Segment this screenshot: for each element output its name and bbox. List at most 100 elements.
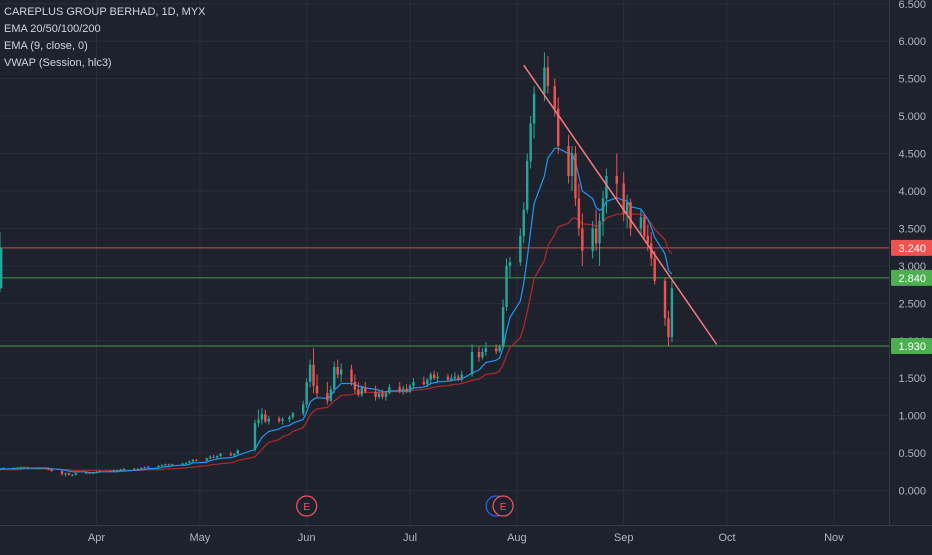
- candle: [133, 468, 136, 471]
- candle-body: [257, 419, 260, 424]
- candle-body: [374, 391, 377, 397]
- candle-body: [508, 262, 512, 266]
- candle-body: [405, 388, 408, 392]
- candle-body: [312, 364, 315, 386]
- y-tick-label: 2.500: [898, 298, 926, 310]
- candle: [219, 453, 222, 457]
- candle-body: [98, 471, 102, 473]
- candle-body: [529, 123, 532, 162]
- candle: [40, 467, 43, 470]
- x-tick-label: Apr: [88, 532, 105, 544]
- y-tick-label: 4.500: [898, 149, 926, 161]
- candle-body: [26, 467, 29, 469]
- candle: [484, 342, 488, 356]
- events: EDE: [296, 495, 514, 517]
- candle: [622, 172, 625, 221]
- candle: [570, 146, 574, 191]
- candle-body: [470, 351, 474, 375]
- candle: [329, 385, 332, 403]
- price-axis: 6.5006.0005.5005.0004.5004.0003.5003.000…: [891, 0, 932, 498]
- candle-body: [160, 465, 164, 467]
- grid: [0, 0, 889, 525]
- y-tick-label: 0.000: [898, 486, 926, 498]
- candle: [405, 384, 408, 394]
- candle-body: [60, 471, 64, 475]
- candle-body: [205, 458, 208, 461]
- x-tick-label: Jul: [403, 532, 417, 544]
- candle-body: [136, 468, 140, 470]
- candle-body: [639, 217, 643, 229]
- candle-body: [0, 247, 3, 289]
- candle-body: [450, 378, 453, 380]
- candle: [646, 224, 650, 251]
- candle: [470, 344, 474, 377]
- candle: [605, 168, 608, 214]
- candle: [667, 310, 670, 347]
- candle-body: [522, 209, 525, 236]
- candle-body: [457, 376, 460, 380]
- candle: [591, 220, 594, 259]
- candle: [374, 385, 377, 401]
- candle-body: [663, 280, 667, 319]
- x-tick-label: Sep: [614, 532, 634, 544]
- candle-body: [188, 461, 191, 463]
- x-tick-label: Aug: [507, 532, 527, 544]
- candle: [260, 408, 264, 425]
- candle-body: [36, 468, 40, 470]
- candle-body: [381, 393, 384, 397]
- candle: [136, 468, 140, 471]
- candle: [229, 451, 233, 457]
- candle: [670, 280, 674, 343]
- candle: [16, 467, 19, 470]
- candle-body: [412, 381, 415, 386]
- candle: [112, 469, 115, 472]
- candle-body: [446, 376, 450, 380]
- candle-body: [91, 472, 95, 474]
- candle: [326, 381, 329, 405]
- candle-body: [398, 387, 401, 391]
- event-circle: [492, 495, 514, 517]
- candle-body: [22, 467, 26, 469]
- candle-body: [436, 376, 439, 379]
- price-line-label: 3.240: [898, 243, 926, 255]
- candle: [381, 389, 384, 400]
- candle: [557, 97, 560, 154]
- candle: [546, 56, 550, 94]
- candle-body: [267, 418, 270, 422]
- candle-body: [422, 381, 426, 385]
- candle-body: [557, 108, 560, 147]
- price-axis-border: [889, 0, 890, 525]
- candle: [581, 213, 584, 266]
- candle-body: [47, 468, 50, 470]
- candle: [171, 463, 174, 466]
- candle: [505, 258, 508, 311]
- candle: [333, 361, 336, 394]
- candle: [432, 370, 436, 380]
- candle: [639, 209, 643, 236]
- candle: [115, 469, 119, 472]
- candle-body: [357, 389, 360, 395]
- candle-body: [594, 228, 598, 244]
- candle: [212, 454, 215, 459]
- candle: [450, 374, 453, 382]
- candle: [47, 468, 50, 471]
- candle-body: [305, 381, 308, 405]
- candle: [26, 466, 29, 469]
- candle-body: [377, 393, 381, 397]
- candle: [43, 467, 47, 470]
- price-line-label-bg: [891, 269, 932, 286]
- ema-slow-layer: [0, 212, 673, 471]
- candle: [377, 389, 381, 400]
- candle: [22, 466, 26, 469]
- candle-body: [605, 175, 608, 199]
- candle-body: [215, 456, 219, 458]
- event-marker: E: [492, 495, 514, 517]
- indicator-vwap: VWAP (Session, hlc3): [4, 57, 112, 69]
- candle-body: [171, 464, 174, 466]
- event-circle: [296, 495, 318, 517]
- y-tick-label: 5.500: [898, 74, 926, 86]
- trendline-layer: [523, 64, 718, 345]
- candle-body: [315, 385, 319, 394]
